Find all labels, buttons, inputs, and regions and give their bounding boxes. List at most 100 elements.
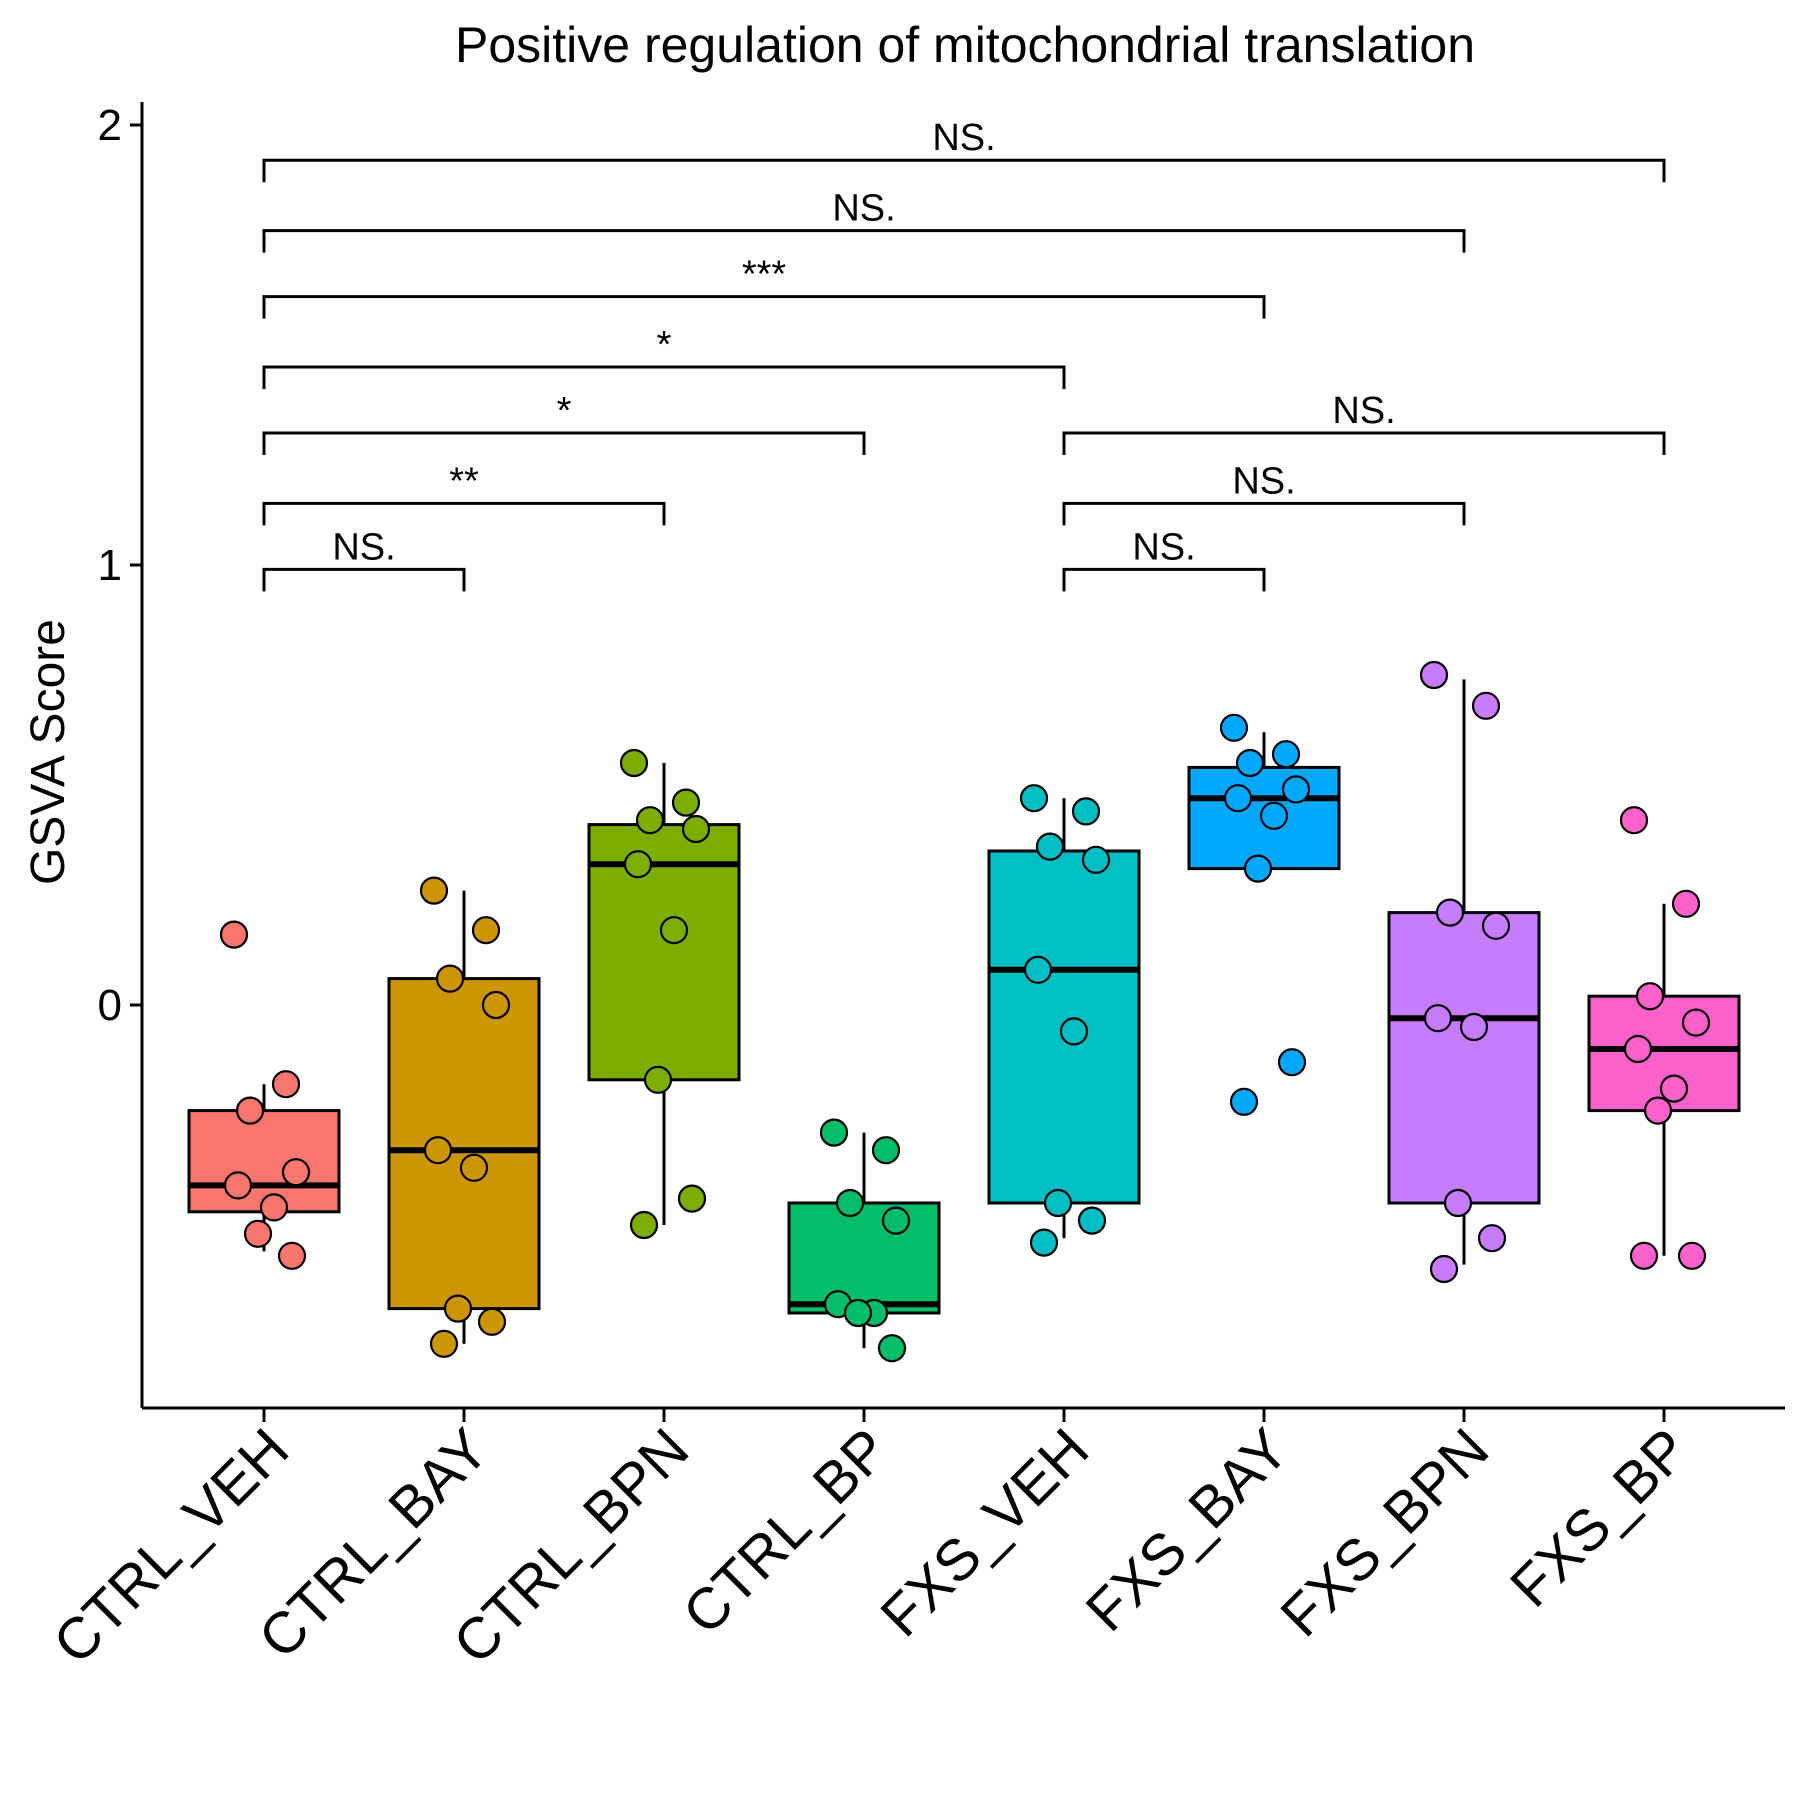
data-point xyxy=(459,1153,489,1182)
y-tick-label: 2 xyxy=(98,101,122,150)
data-point xyxy=(471,916,501,945)
data-point xyxy=(1071,797,1101,826)
data-point xyxy=(1077,1206,1107,1235)
data-point xyxy=(1281,775,1311,804)
significance-bracket xyxy=(262,567,466,592)
data-point xyxy=(1477,1224,1507,1253)
data-point xyxy=(481,990,511,1020)
data-point xyxy=(1429,1254,1459,1284)
data-point xyxy=(819,1118,849,1147)
data-point xyxy=(1419,660,1449,690)
data-point xyxy=(443,1294,473,1323)
data-point xyxy=(659,916,689,945)
significance-bracket xyxy=(1062,501,1466,526)
x-tick-label: FXS_BP xyxy=(1498,1416,1701,1619)
significance-label: * xyxy=(657,324,672,366)
x-tick-label: CTRL_BP xyxy=(671,1416,902,1647)
x-tick-label: FXS_VEH xyxy=(868,1416,1101,1649)
data-point xyxy=(1029,1228,1059,1257)
significance-label: NS. xyxy=(332,526,395,568)
y-axis-label: GSVA Score xyxy=(22,619,75,885)
data-point xyxy=(1271,740,1301,769)
x-tick-label: FXS_BPN xyxy=(1268,1416,1501,1649)
data-point xyxy=(1623,1034,1653,1064)
data-point xyxy=(419,876,449,905)
data-point xyxy=(1043,1188,1073,1218)
significance-layer: NS.NS.***** NS.** NS.NS. NS. xyxy=(262,117,1666,592)
data-point xyxy=(477,1307,507,1336)
significance-bracket xyxy=(262,431,866,455)
significance-label: NS. xyxy=(832,188,895,230)
data-point xyxy=(629,1210,659,1240)
data-point xyxy=(435,964,465,993)
data-point xyxy=(1423,1004,1453,1033)
x-tick-label: FXS_BAY xyxy=(1074,1416,1302,1644)
data-point xyxy=(1671,889,1701,918)
box-fxs-bpn xyxy=(1387,911,1541,1205)
data-point xyxy=(219,920,249,949)
box-ctrl-bay xyxy=(387,977,541,1311)
data-point xyxy=(235,1096,265,1125)
data-point xyxy=(1459,1012,1489,1042)
data-point xyxy=(223,1171,253,1200)
data-point xyxy=(429,1329,459,1358)
data-point xyxy=(1023,955,1053,984)
y-tick-label: 1 xyxy=(98,541,122,590)
data-point xyxy=(1471,691,1501,720)
significance-label: NS. xyxy=(1132,526,1195,568)
data-point xyxy=(1435,898,1465,927)
data-point xyxy=(1235,748,1265,778)
data-point xyxy=(1035,832,1065,861)
significance-label: *** xyxy=(742,254,787,296)
data-point xyxy=(259,1193,289,1222)
data-point xyxy=(1629,1241,1659,1270)
data-point xyxy=(1277,1048,1307,1077)
data-point xyxy=(881,1206,911,1235)
data-point xyxy=(1443,1188,1473,1218)
data-point xyxy=(871,1136,901,1165)
data-point xyxy=(835,1188,865,1218)
significance-label: * xyxy=(557,390,572,432)
data-point xyxy=(1223,784,1253,813)
data-point xyxy=(877,1334,907,1363)
box-ctrl-veh xyxy=(187,1109,341,1214)
data-point xyxy=(671,788,701,817)
significance-label: NS. xyxy=(1332,390,1395,432)
data-point xyxy=(619,748,649,778)
data-point xyxy=(1019,784,1049,813)
significance-bracket xyxy=(262,365,1066,389)
y-tick-label: 0 xyxy=(98,981,122,1030)
significance-bracket xyxy=(1062,431,1666,455)
data-point xyxy=(1259,801,1289,830)
data-point xyxy=(1619,806,1649,835)
significance-label: ** xyxy=(449,460,479,502)
data-point xyxy=(681,814,711,844)
data-point xyxy=(1681,1008,1711,1037)
significance-label: NS. xyxy=(1232,460,1295,502)
data-point xyxy=(1081,845,1111,874)
axes-layer: 012CTRL_VEHCTRL_BAYCTRL_BPNCTRL_BPFXS_VE… xyxy=(41,101,1785,1676)
data-point xyxy=(271,1070,301,1099)
data-point xyxy=(423,1136,453,1165)
data-point xyxy=(635,806,665,835)
boxes-layer xyxy=(187,679,1741,1349)
data-point xyxy=(277,1241,307,1270)
data-point xyxy=(643,1065,673,1094)
significance-bracket xyxy=(262,158,1666,183)
significance-bracket xyxy=(262,295,1266,319)
chart-title: Positive regulation of mitochondrial tra… xyxy=(455,17,1475,73)
data-point xyxy=(677,1184,707,1213)
box-ctrl-bp xyxy=(787,1201,941,1315)
data-point xyxy=(1677,1241,1707,1270)
significance-bracket xyxy=(262,501,666,526)
significance-bracket xyxy=(1062,567,1266,592)
data-point xyxy=(623,850,653,879)
data-point xyxy=(281,1158,311,1187)
data-point xyxy=(1219,713,1249,742)
significance-bracket xyxy=(262,229,1466,253)
data-point xyxy=(1243,854,1273,883)
data-point xyxy=(1635,982,1665,1011)
significance-label: NS. xyxy=(932,117,995,159)
